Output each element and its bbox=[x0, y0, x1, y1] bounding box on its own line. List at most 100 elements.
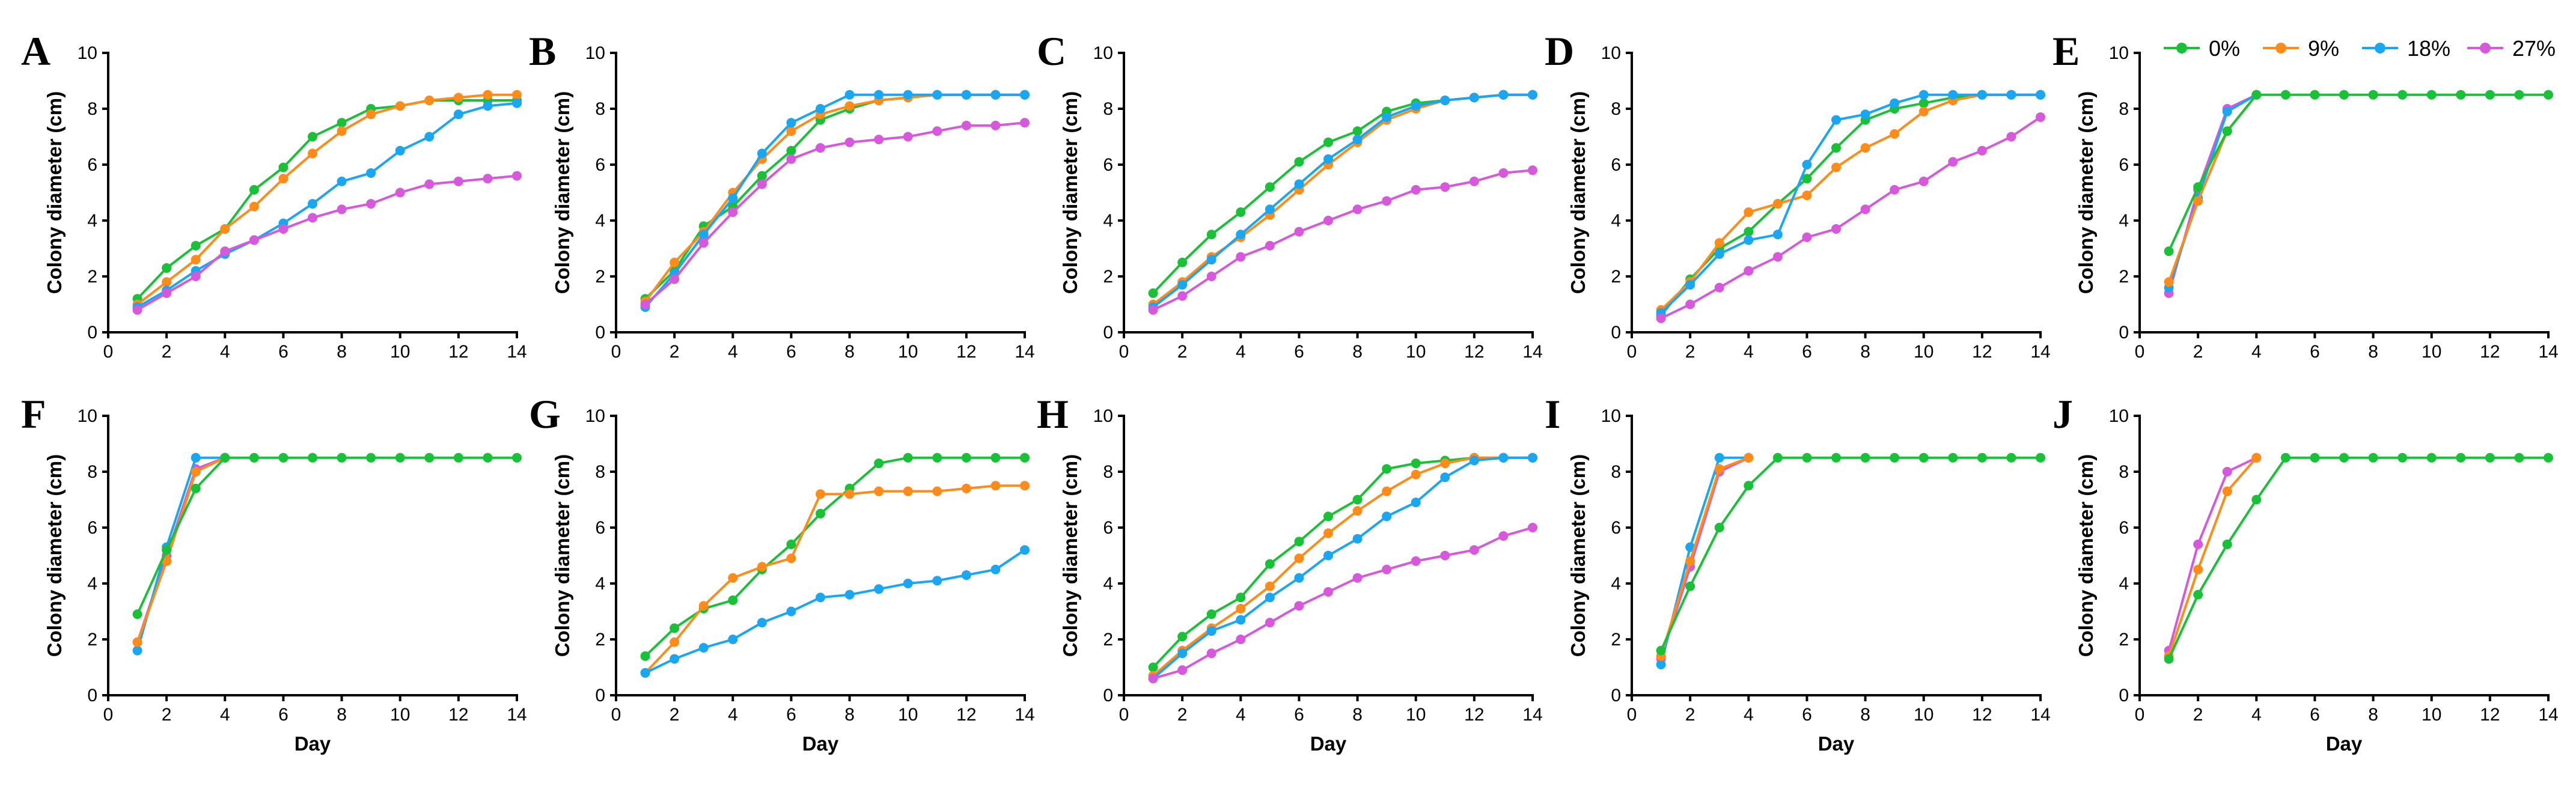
data-point bbox=[483, 174, 493, 184]
data-point bbox=[728, 207, 738, 218]
series-line bbox=[644, 549, 1026, 674]
panel-label: A bbox=[21, 28, 50, 74]
data-point bbox=[1714, 523, 1724, 532]
series-18pct bbox=[640, 545, 1030, 678]
data-point bbox=[1685, 556, 1695, 566]
data-point bbox=[2397, 90, 2408, 100]
chart-panel-c: C 0 2 4 6 8 10 0 2 4 6 8 10 12 14 Colony diameter (cm) bbox=[1037, 28, 1543, 362]
data-point bbox=[1440, 182, 1450, 192]
data-point bbox=[1469, 455, 1479, 466]
data-point bbox=[1685, 581, 1695, 591]
data-point bbox=[1890, 184, 1900, 195]
x-tick-label: 2 bbox=[670, 342, 680, 362]
series-line bbox=[1153, 526, 1533, 680]
data-point bbox=[278, 224, 288, 234]
series-27pct bbox=[2164, 90, 2262, 298]
data-point bbox=[903, 579, 913, 588]
data-point bbox=[2036, 452, 2045, 463]
series-line bbox=[2167, 94, 2257, 282]
y-tick-label: 4 bbox=[1611, 211, 1621, 231]
data-point bbox=[2222, 467, 2232, 477]
data-point bbox=[1382, 564, 1392, 574]
x-tick-label: 8 bbox=[337, 342, 347, 362]
y-tick-label: 6 bbox=[1103, 155, 1113, 175]
y-axis-title: Colony diameter (cm) bbox=[43, 454, 66, 657]
data-point bbox=[1977, 452, 1987, 463]
series-line bbox=[2167, 456, 2548, 660]
data-point bbox=[844, 90, 855, 100]
series-line bbox=[1660, 93, 2040, 314]
data-point bbox=[1294, 157, 1304, 167]
data-point bbox=[1918, 452, 1929, 463]
x-tick-label: 0 bbox=[611, 705, 621, 725]
data-point bbox=[1890, 452, 1900, 463]
series-0pct bbox=[1148, 90, 1537, 298]
data-point bbox=[220, 246, 230, 257]
data-point bbox=[990, 90, 1001, 100]
data-point bbox=[1177, 257, 1188, 267]
data-point bbox=[1948, 157, 1958, 167]
data-point bbox=[2310, 90, 2320, 100]
x-tick-label: 6 bbox=[2310, 342, 2320, 362]
data-point bbox=[1831, 143, 1841, 153]
data-point bbox=[191, 272, 201, 281]
x-tick-label: 4 bbox=[1744, 342, 1754, 362]
x-tick-label: 12 bbox=[1464, 705, 1484, 725]
series-line bbox=[1660, 116, 2042, 320]
data-point bbox=[453, 109, 463, 120]
data-point bbox=[132, 637, 142, 647]
series-27pct bbox=[1656, 112, 2045, 323]
data-point bbox=[2544, 90, 2553, 100]
data-point bbox=[1206, 272, 1216, 281]
series-18pct bbox=[1148, 452, 1537, 684]
y-axis-title: Colony diameter (cm) bbox=[2075, 454, 2097, 657]
x-tick-label: 12 bbox=[1464, 342, 1484, 362]
series-9pct bbox=[1148, 90, 1537, 309]
data-point bbox=[2485, 452, 2495, 463]
x-tick-label: 2 bbox=[1685, 705, 1695, 725]
data-point bbox=[2193, 589, 2203, 600]
panel-label: H bbox=[1037, 391, 1069, 437]
data-point bbox=[2251, 495, 2262, 505]
data-point bbox=[132, 645, 142, 656]
y-tick-label: 10 bbox=[1601, 406, 1621, 426]
x-tick-label: 14 bbox=[2030, 342, 2050, 362]
x-tick-label: 10 bbox=[898, 342, 918, 362]
data-point bbox=[1177, 291, 1188, 301]
panel-label: F bbox=[21, 391, 46, 437]
y-tick-label: 10 bbox=[1601, 43, 1621, 63]
panel-label: I bbox=[1545, 391, 1560, 437]
data-point bbox=[337, 176, 347, 186]
data-point bbox=[1744, 227, 1754, 237]
data-point bbox=[132, 609, 142, 620]
data-point bbox=[874, 90, 884, 100]
panel-label: D bbox=[1545, 28, 1574, 74]
data-point bbox=[1656, 313, 1666, 323]
data-point bbox=[162, 556, 172, 566]
y-tick-label: 4 bbox=[595, 211, 605, 231]
data-point bbox=[2251, 90, 2262, 100]
data-point bbox=[162, 277, 172, 287]
x-axis-title: Day bbox=[1310, 733, 1347, 755]
data-point bbox=[1020, 118, 1030, 128]
data-point bbox=[698, 601, 709, 611]
x-tick-label: 0 bbox=[2135, 705, 2145, 725]
y-tick-label: 0 bbox=[87, 323, 97, 343]
series-9pct bbox=[2164, 90, 2262, 287]
series-27pct bbox=[1148, 165, 1537, 315]
data-point bbox=[191, 255, 201, 265]
data-point bbox=[366, 168, 376, 178]
data-point bbox=[1236, 615, 1246, 625]
x-tick-label: 2 bbox=[1177, 705, 1188, 725]
data-point bbox=[1831, 162, 1841, 172]
series-18pct bbox=[1656, 90, 2045, 318]
y-tick-label: 2 bbox=[1611, 630, 1621, 650]
x-tick-label: 2 bbox=[2193, 705, 2203, 725]
y-tick-label: 8 bbox=[1611, 99, 1621, 119]
y-tick-label: 4 bbox=[1103, 574, 1113, 594]
y-tick-label: 10 bbox=[1093, 43, 1113, 63]
data-point bbox=[1294, 601, 1304, 611]
y-axis-title: Colony diameter (cm) bbox=[551, 454, 573, 657]
data-point bbox=[903, 452, 913, 463]
series-line bbox=[644, 93, 1025, 308]
